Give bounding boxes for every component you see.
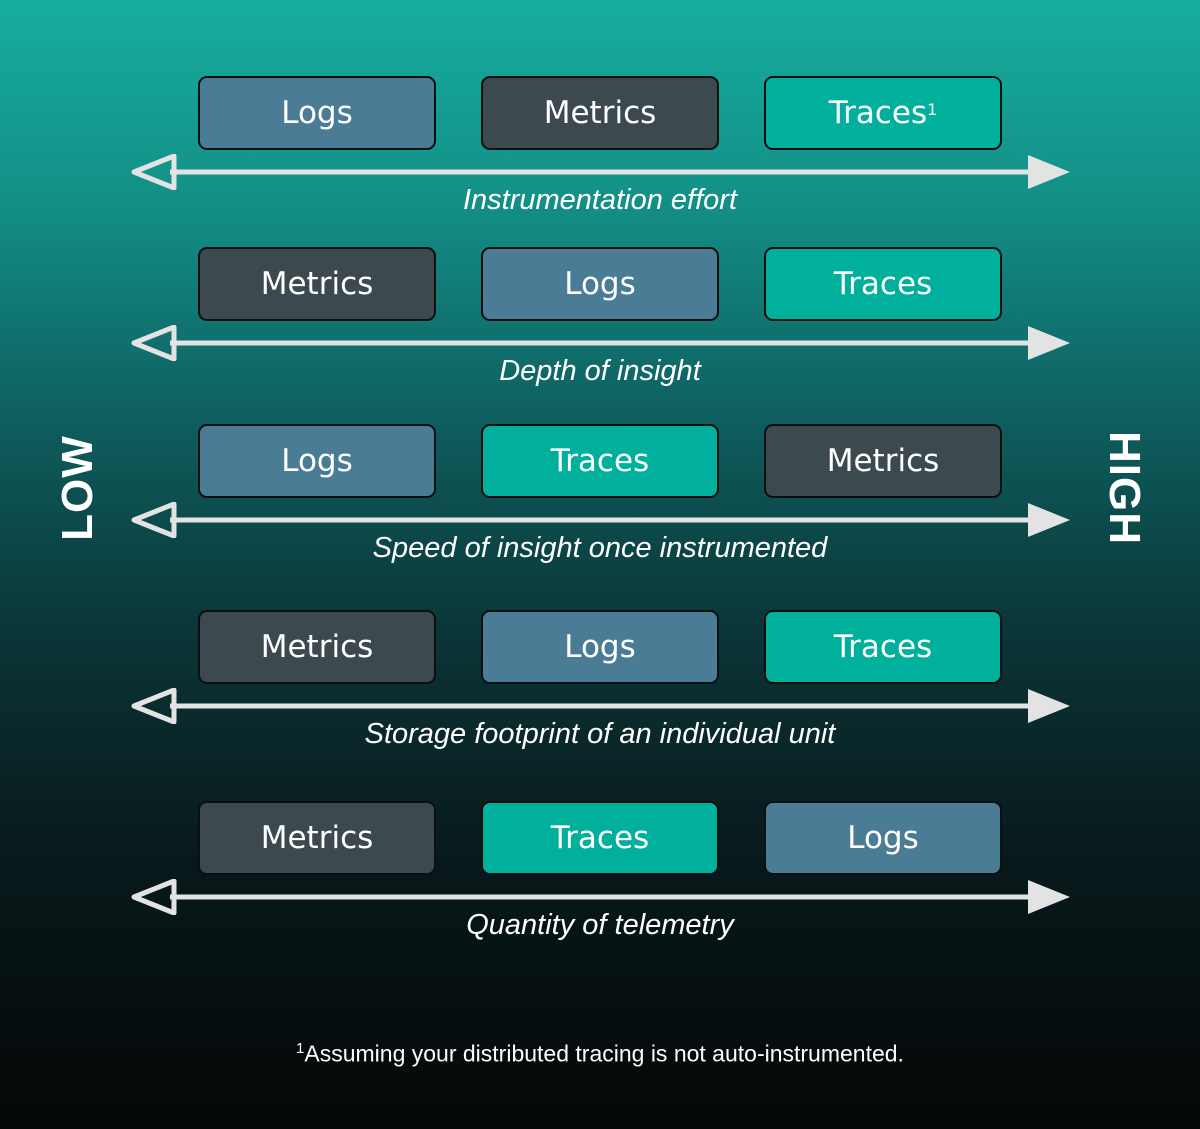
row-box: Traces <box>481 801 719 875</box>
box-label: Metrics <box>826 443 940 479</box>
row-box: Logs <box>198 424 436 498</box>
double-arrow-icon <box>131 879 1070 915</box>
box-label: Logs <box>847 820 919 856</box>
axis-label: Speed of insight once instrumented <box>372 532 828 564</box>
box-label: Metrics <box>260 629 374 665</box>
footnote-text: Assuming your distributed tracing is not… <box>304 1040 904 1067</box>
box-label: Logs <box>564 629 636 665</box>
row-box: Metrics <box>481 76 719 150</box>
row-box: Logs <box>481 247 719 321</box>
axis-label: Instrumentation effort <box>462 184 738 216</box>
box-label: Logs <box>564 266 636 302</box>
box-label: Traces <box>550 443 650 479</box>
row-box: Metrics <box>198 801 436 875</box>
comparison-row-quantity-of-telemetry: Metrics Traces Logs Quantity of telemetr… <box>0 801 1200 951</box>
double-arrow-icon <box>131 688 1070 724</box>
row-box: Logs <box>481 610 719 684</box>
axis-label: Storage footprint of an individual unit <box>364 718 836 750</box>
box-label: Traces <box>828 95 928 131</box>
row-box: Traces 1 <box>764 76 1002 150</box>
box-label: Logs <box>281 443 353 479</box>
axis-label: Quantity of telemetry <box>466 909 734 941</box>
row-box: Metrics <box>198 610 436 684</box>
footnote: 1Assuming your distributed tracing is no… <box>0 1040 1200 1068</box>
double-arrow-icon <box>131 154 1070 190</box>
row-box: Logs <box>198 76 436 150</box>
double-arrow-icon <box>131 325 1070 361</box>
row-box: Traces <box>764 247 1002 321</box>
box-label: Traces <box>833 266 933 302</box>
box-label: Metrics <box>260 820 374 856</box>
row-box: Logs <box>764 801 1002 875</box>
box-superscript: 1 <box>927 99 938 119</box>
box-label: Traces <box>550 820 650 856</box>
box-label: Traces <box>833 629 933 665</box>
box-label: Metrics <box>260 266 374 302</box>
double-arrow-icon <box>131 502 1070 538</box>
comparison-row-instrumentation-effort: Logs Metrics Traces 1 Instrumentation eff… <box>0 76 1200 226</box>
row-box: Metrics <box>764 424 1002 498</box>
row-box: Traces <box>764 610 1002 684</box>
comparison-row-speed-of-insight: Logs Traces Metrics Speed of insight onc… <box>0 424 1200 574</box>
axis-label: Depth of insight <box>499 355 701 387</box>
row-box: Traces <box>481 424 719 498</box>
row-box: Metrics <box>198 247 436 321</box>
comparison-row-storage-footprint: Metrics Logs Traces Storage footprint of… <box>0 610 1200 760</box>
box-label: Logs <box>281 95 353 131</box>
comparison-row-depth-of-insight: Metrics Logs Traces Depth of insight <box>0 247 1200 397</box>
box-label: Metrics <box>543 95 657 131</box>
footnote-marker: 1 <box>296 1040 305 1057</box>
